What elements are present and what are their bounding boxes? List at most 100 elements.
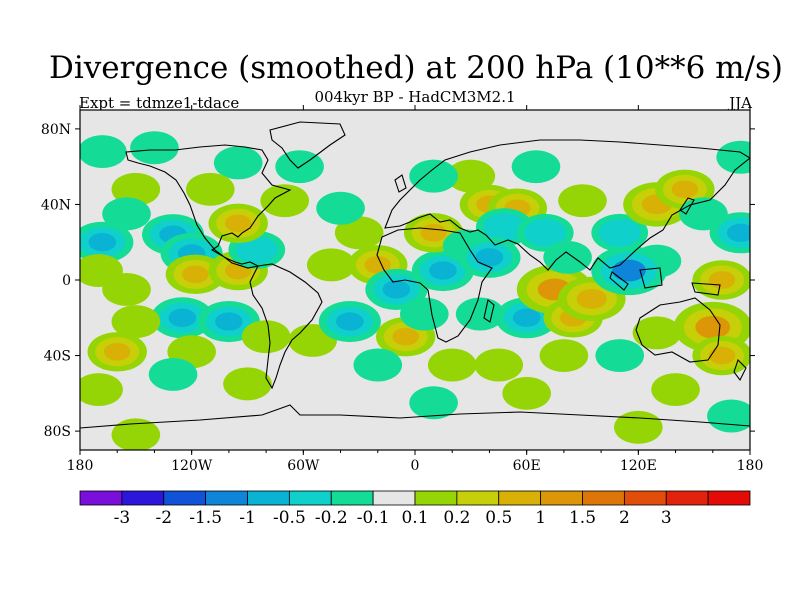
divergence-cell <box>614 410 663 444</box>
colorbar-swatch <box>372 490 416 506</box>
y-tick-label: 0 <box>62 273 71 289</box>
divergence-cell <box>102 197 151 231</box>
y-tick-label: 80S <box>44 424 71 440</box>
divergence-cell <box>427 348 477 382</box>
divergence-cell <box>502 376 551 410</box>
colorbar-label: 3 <box>661 508 672 528</box>
x-tick-label: 0 <box>411 458 420 474</box>
divergence-cell <box>208 203 268 244</box>
divergence-cell <box>353 348 403 382</box>
x-tick-label: 180 <box>737 458 764 474</box>
colorbar-swatch <box>121 490 165 506</box>
colorbar-swatch <box>582 490 625 506</box>
colorbar-label: -0.5 <box>273 508 306 528</box>
colorbar-swatch <box>665 490 709 506</box>
divergence-cell <box>80 221 134 263</box>
divergence-cell <box>185 172 235 206</box>
colorbar-label: 0.2 <box>443 508 470 528</box>
divergence-cell <box>365 268 428 310</box>
coastline-greenland <box>269 121 346 169</box>
coastline-new-guinea <box>691 282 721 296</box>
colorbar-swatch <box>707 490 751 506</box>
divergence-cell <box>223 367 272 401</box>
divergence-cell <box>632 316 682 350</box>
divergence-cell <box>151 297 214 339</box>
divergence-cell <box>130 131 179 165</box>
divergence-cell <box>591 213 649 252</box>
colorbar-swatch <box>623 490 667 506</box>
divergence-cell <box>409 386 458 420</box>
divergence-cell <box>111 305 161 339</box>
divergence-cell <box>595 339 645 373</box>
divergence-cell <box>334 216 384 250</box>
divergence-cell <box>102 272 151 306</box>
divergence-cell <box>558 276 626 322</box>
divergence-cell <box>197 301 260 343</box>
coastline-madagascar <box>483 298 495 323</box>
colorbar-swatch <box>288 490 332 506</box>
divergence-cell <box>539 339 589 373</box>
colorbar-swatch <box>79 490 123 506</box>
divergence-cell <box>543 240 592 274</box>
divergence-cell <box>260 184 310 218</box>
colorbar-label: 1.5 <box>569 508 596 528</box>
colorbar-swatch <box>163 490 207 506</box>
colorbar-swatch <box>414 490 458 506</box>
colorbar-label: -1 <box>239 508 256 528</box>
experiment-period-label: 004kyr BP - HadCM3M2.1 <box>314 88 516 106</box>
divergence-cell <box>409 159 458 193</box>
colorbar-label: -2 <box>155 508 172 528</box>
divergence-cell <box>709 212 750 254</box>
divergence-cell <box>692 260 750 300</box>
divergence-cell <box>306 248 356 282</box>
colorbar-swatch <box>456 490 500 506</box>
colorbar-label: 2 <box>619 508 630 528</box>
divergence-cell <box>400 297 449 331</box>
divergence-cell <box>80 373 123 407</box>
divergence-cell <box>80 135 127 169</box>
coastline-north-america <box>125 144 292 269</box>
experiment-label: Expt = tdmze1-tdace <box>79 94 240 112</box>
x-tick-label: 60E <box>513 458 541 474</box>
x-tick-label: 120W <box>171 458 213 474</box>
colorbar-label: 0.5 <box>485 508 512 528</box>
colorbar-swatch <box>498 490 542 506</box>
coastline-africa <box>376 227 493 343</box>
divergence-cell <box>511 150 561 184</box>
coastline-australia <box>635 297 721 363</box>
divergence-cell <box>213 146 263 180</box>
divergence-cell <box>241 320 291 354</box>
season-label: JJA <box>729 94 752 112</box>
colorbar-label: -0.1 <box>357 508 390 528</box>
divergence-cell <box>375 316 436 357</box>
x-tick-label: 60W <box>287 458 320 474</box>
coastline-british-isles <box>394 174 407 193</box>
divergence-cell <box>87 332 147 372</box>
colorbar-label: -1.5 <box>189 508 222 528</box>
coastline-new-zealand <box>733 358 747 382</box>
divergence-cell <box>316 191 365 225</box>
divergence-cell <box>591 245 667 296</box>
coastline-borneo <box>639 267 663 289</box>
coastline-south-america <box>249 263 323 390</box>
divergence-cell <box>446 159 496 193</box>
divergence-cell <box>558 184 607 218</box>
divergence-cell <box>692 335 750 376</box>
coastline-sumatra <box>609 271 629 291</box>
coastline-antarctica <box>80 404 750 429</box>
y-tick-label: 80N <box>41 122 71 138</box>
divergence-cell <box>716 140 750 174</box>
divergence-cell <box>474 348 524 382</box>
coastline-eurasia <box>384 139 750 271</box>
divergence-cell <box>111 418 161 450</box>
colorbar-swatch <box>205 490 248 506</box>
colorbar-swatch <box>247 490 290 506</box>
chart-title: Divergence (smoothed) at 200 hPa (10**6 … <box>49 50 783 86</box>
coastlines <box>80 121 750 429</box>
divergence-cell <box>148 357 198 391</box>
colorbar-label: -3 <box>114 508 131 528</box>
colorbar: -3 -2 -1.5 -1 -0.5 -0.2 -0.1 0.1 0.2 0.5 1 1.5 2 3 <box>79 490 751 528</box>
y-tick-label: 40S <box>44 349 71 365</box>
divergence-cell <box>651 373 700 407</box>
